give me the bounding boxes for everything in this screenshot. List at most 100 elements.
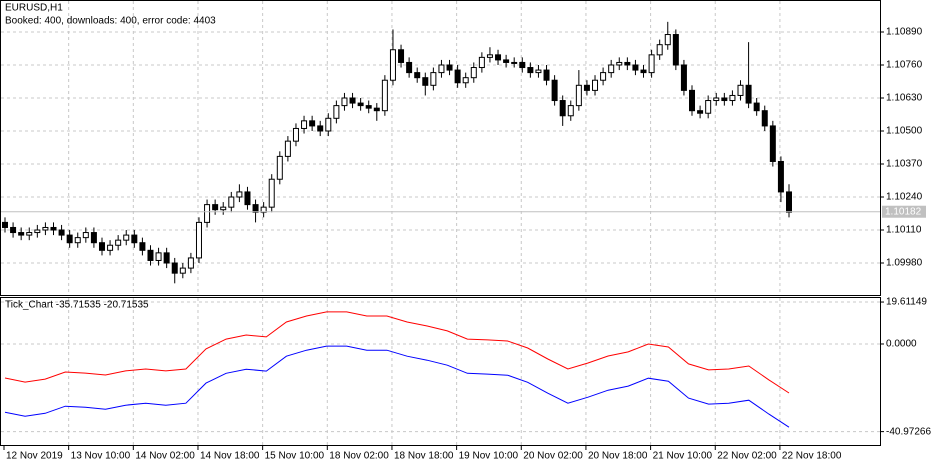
x-tick-label: 18 Nov 02:00 — [329, 451, 389, 462]
candle-body — [204, 204, 211, 223]
candle-body — [648, 54, 655, 74]
candle-body — [519, 61, 526, 69]
candle-body — [260, 206, 267, 213]
current-price-label: 1.10182 — [885, 206, 922, 217]
candle-body — [729, 94, 736, 102]
candle-body — [656, 44, 663, 56]
chart-title: EURUSD,H1 — [5, 3, 63, 14]
x-tick-label: 18 Nov 18:00 — [394, 451, 454, 462]
candle-body — [446, 64, 453, 71]
candle-body — [34, 229, 41, 234]
candle-body — [406, 61, 413, 74]
x-tick-label: 19 Nov 10:00 — [459, 451, 519, 462]
candle-body — [309, 120, 316, 127]
x-tick-label: 20 Nov 18:00 — [588, 451, 648, 462]
candle-body — [90, 232, 97, 244]
candle-body — [341, 97, 348, 107]
candle-body — [462, 77, 469, 84]
candle-body — [616, 61, 623, 66]
candle-body — [575, 84, 582, 107]
x-tick-label: 22 Nov 02:00 — [717, 451, 777, 462]
candle-body — [745, 84, 752, 104]
candle-body — [74, 237, 81, 244]
candle-body — [268, 178, 275, 208]
candle-body — [131, 234, 138, 244]
indicator-line — [4, 345, 790, 428]
candle-body — [632, 64, 639, 71]
candle-body — [179, 267, 186, 274]
candle-body — [495, 54, 502, 61]
candle-body — [478, 56, 485, 69]
candle-body — [583, 84, 590, 91]
candle-body — [147, 249, 154, 261]
candle-body — [155, 252, 162, 261]
candle-body — [228, 196, 235, 208]
candle-body — [567, 105, 574, 117]
y-tick-label: 1.10890 — [886, 27, 923, 38]
y-tick-label: 1.10760 — [886, 60, 923, 71]
candle-body — [58, 229, 65, 236]
candle-body — [284, 140, 291, 157]
indicator-title: Tick_Chart -35.71535 -20.71535 — [5, 300, 149, 311]
candle-body — [640, 69, 647, 74]
candle-body — [777, 160, 784, 193]
candle-body — [527, 67, 534, 74]
candle-body — [543, 69, 550, 81]
candle-body — [398, 49, 405, 63]
candle-body — [689, 89, 696, 112]
candle-body — [697, 110, 704, 114]
candle-body — [389, 49, 396, 81]
candle-body — [66, 234, 73, 244]
candle-body — [454, 69, 461, 84]
candle-body — [511, 61, 518, 64]
candle-body — [381, 79, 388, 112]
candle-body — [195, 221, 202, 259]
y-tick-label: 1.10110 — [886, 225, 922, 236]
candle-body — [486, 54, 493, 58]
y-tick-label: 1.10240 — [886, 192, 923, 203]
y-tick-label: 1.10370 — [886, 159, 923, 170]
candle-body — [430, 72, 437, 86]
candle-body — [301, 120, 308, 129]
candle-body — [705, 100, 712, 114]
chart-status: Booked: 400, downloads: 400, error code:… — [5, 16, 216, 27]
candle-body — [600, 72, 607, 81]
candle-body — [220, 206, 227, 211]
candle-body — [422, 77, 429, 86]
candle-body — [2, 221, 8, 228]
candle-body — [349, 97, 356, 104]
x-tick-label: 14 Nov 18:00 — [200, 451, 260, 462]
x-tick-label: 15 Nov 10:00 — [265, 451, 325, 462]
candle-body — [664, 34, 671, 46]
x-tick-label: 12 Nov 2019 — [6, 451, 63, 462]
candle-body — [115, 239, 122, 246]
candle-body — [414, 72, 421, 79]
candle-body — [325, 117, 332, 132]
candle-body — [503, 59, 510, 63]
main-panel — [0, 0, 881, 296]
y-tick-label: 0.0000 — [886, 339, 917, 350]
candle-body — [769, 125, 776, 162]
candle-body — [713, 97, 720, 102]
candle-body — [721, 97, 728, 102]
current-price-box — [882, 205, 926, 218]
candle-body — [10, 226, 17, 234]
candle-body — [123, 234, 130, 241]
candle-body — [252, 204, 259, 213]
candle-body — [786, 191, 792, 213]
candle-body — [672, 34, 679, 66]
candle-body — [107, 244, 114, 251]
candle-body — [276, 155, 283, 180]
candle-body — [737, 84, 744, 96]
candle-body — [42, 226, 49, 231]
candle-body — [680, 64, 687, 91]
y-tick-label: 1.10630 — [886, 93, 923, 104]
candle-body — [187, 257, 194, 269]
x-tick-label: 13 Nov 10:00 — [71, 451, 131, 462]
candle-body — [470, 67, 477, 79]
indicator-line — [4, 311, 790, 394]
candle-body — [26, 232, 33, 236]
candle-body — [559, 100, 566, 117]
